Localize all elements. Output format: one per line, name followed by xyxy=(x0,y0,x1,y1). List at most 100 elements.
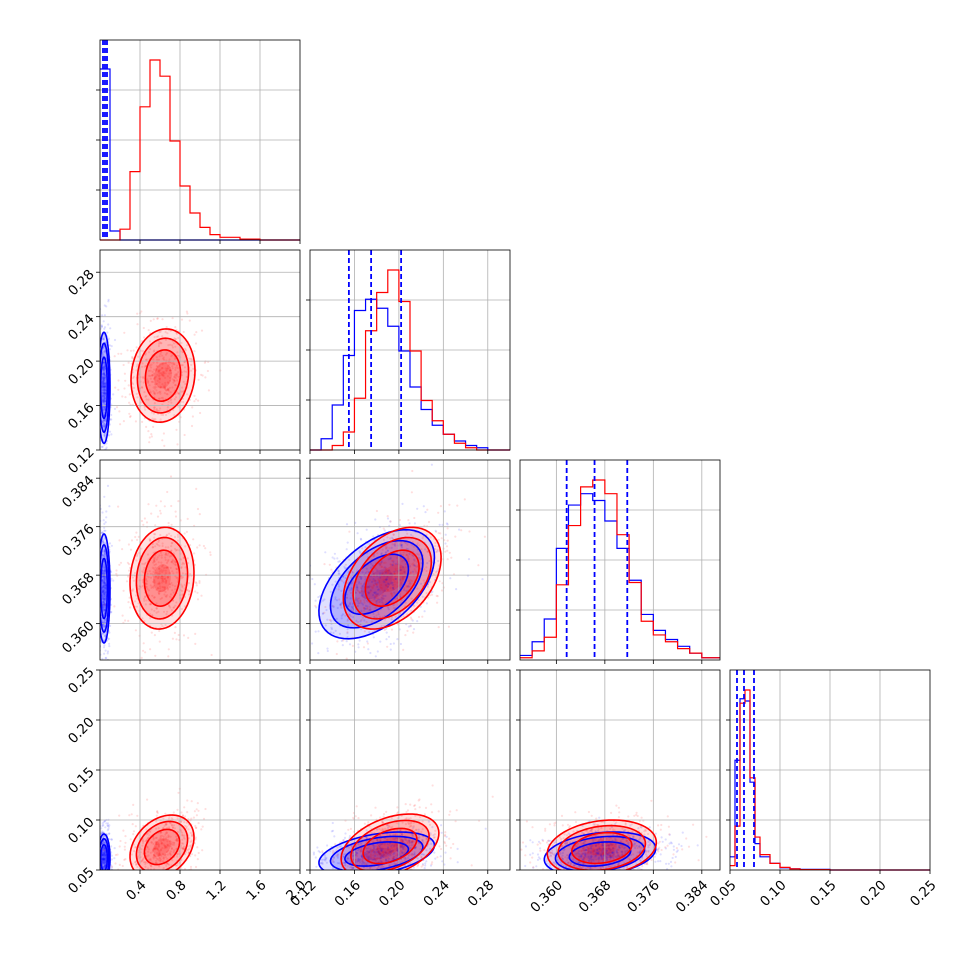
scatter-point xyxy=(307,637,309,639)
scatter-point xyxy=(103,385,106,388)
scatter-point xyxy=(105,875,107,877)
scatter-point xyxy=(418,834,421,837)
scatter-point xyxy=(199,411,202,415)
scatter-point xyxy=(101,895,103,897)
scatter-point xyxy=(166,840,169,843)
scatter-point xyxy=(157,849,160,852)
scatter-point xyxy=(443,510,446,513)
scatter-point xyxy=(101,600,104,604)
scatter-point xyxy=(158,381,161,384)
scatter-point xyxy=(102,424,105,427)
scatter-point xyxy=(155,571,158,574)
scatter-point xyxy=(160,351,163,354)
scatter-point xyxy=(165,864,168,867)
scatter-point xyxy=(159,831,162,834)
scatter-point xyxy=(103,566,106,570)
scatter-point xyxy=(275,865,277,867)
scatter-point xyxy=(175,373,178,377)
scatter-point xyxy=(102,385,105,388)
scatter-point xyxy=(101,859,105,862)
scatter-point xyxy=(155,607,158,610)
scatter-point xyxy=(100,885,102,887)
scatter-point xyxy=(103,867,106,870)
scatter-point xyxy=(340,617,343,620)
scatter-point xyxy=(389,592,393,595)
scatter-point xyxy=(356,532,359,535)
scatter-point xyxy=(103,591,106,594)
scatter-point xyxy=(439,532,442,535)
scatter-point xyxy=(154,383,157,386)
scatter-point xyxy=(331,556,334,559)
scatter-point xyxy=(177,405,180,408)
scatter-point xyxy=(168,555,171,558)
scatter-point xyxy=(97,854,99,856)
scatter-point xyxy=(163,587,166,591)
scatter-point xyxy=(101,851,104,855)
scatter-point xyxy=(348,530,351,533)
scatter-point xyxy=(175,567,178,571)
scatter-point xyxy=(396,862,399,865)
scatter-point xyxy=(96,395,98,397)
scatter-point xyxy=(103,392,107,395)
scatter-point xyxy=(348,835,351,838)
scatter-point xyxy=(357,875,359,877)
scatter-point xyxy=(144,364,147,367)
scatter-point xyxy=(96,396,98,398)
scatter-point xyxy=(163,844,167,847)
scatter-point xyxy=(94,569,96,571)
scatter-point xyxy=(314,604,317,608)
scatter-point xyxy=(104,394,107,397)
scatter-point xyxy=(440,589,444,592)
scatter-point xyxy=(446,523,449,526)
scatter-point xyxy=(174,563,177,566)
contour-fill xyxy=(318,529,435,639)
scatter-point xyxy=(98,850,100,852)
scatter-point xyxy=(392,559,395,562)
scatter-point xyxy=(359,842,362,846)
scatter-point xyxy=(341,613,344,616)
scatter-point xyxy=(155,843,159,846)
scatter-point xyxy=(456,847,459,851)
scatter-point xyxy=(161,834,164,837)
scatter-point xyxy=(408,583,411,586)
scatter-point xyxy=(104,657,107,660)
scatter-point xyxy=(103,609,106,612)
scatter-point xyxy=(108,430,112,433)
scatter-point xyxy=(195,584,198,587)
scatter-point xyxy=(101,381,104,384)
scatter-point xyxy=(173,631,176,635)
scatter-point xyxy=(165,862,168,865)
scatter-point xyxy=(321,851,324,854)
scatter-point xyxy=(156,358,159,361)
scatter-point xyxy=(422,853,426,856)
scatter-point xyxy=(424,864,427,867)
scatter-point xyxy=(396,854,399,857)
scatter-point xyxy=(172,381,175,384)
scatter-point xyxy=(191,358,194,361)
scatter-point xyxy=(154,856,157,859)
scatter-point xyxy=(391,543,394,546)
scatter-point xyxy=(375,509,378,513)
scatter-point xyxy=(166,490,169,494)
scatter-point xyxy=(152,361,155,364)
scatter-point xyxy=(359,576,362,579)
scatter-point xyxy=(407,585,410,588)
scatter-point xyxy=(145,828,148,831)
scatter-point xyxy=(384,571,388,574)
scatter-point xyxy=(103,389,106,392)
scatter-point xyxy=(159,392,162,395)
scatter-point xyxy=(140,656,143,660)
scatter-point xyxy=(414,847,417,850)
scatter-point xyxy=(181,872,183,874)
scatter-point xyxy=(165,836,168,839)
scatter-point xyxy=(103,872,105,874)
scatter-point xyxy=(416,857,419,860)
scatter-point xyxy=(170,549,173,552)
scatter-point xyxy=(344,832,347,835)
scatter-point xyxy=(194,590,197,593)
scatter-point xyxy=(394,615,397,618)
scatter-point xyxy=(303,864,305,866)
scatter-point xyxy=(96,429,98,431)
scatter-point xyxy=(104,857,107,860)
scatter-point xyxy=(433,836,436,839)
